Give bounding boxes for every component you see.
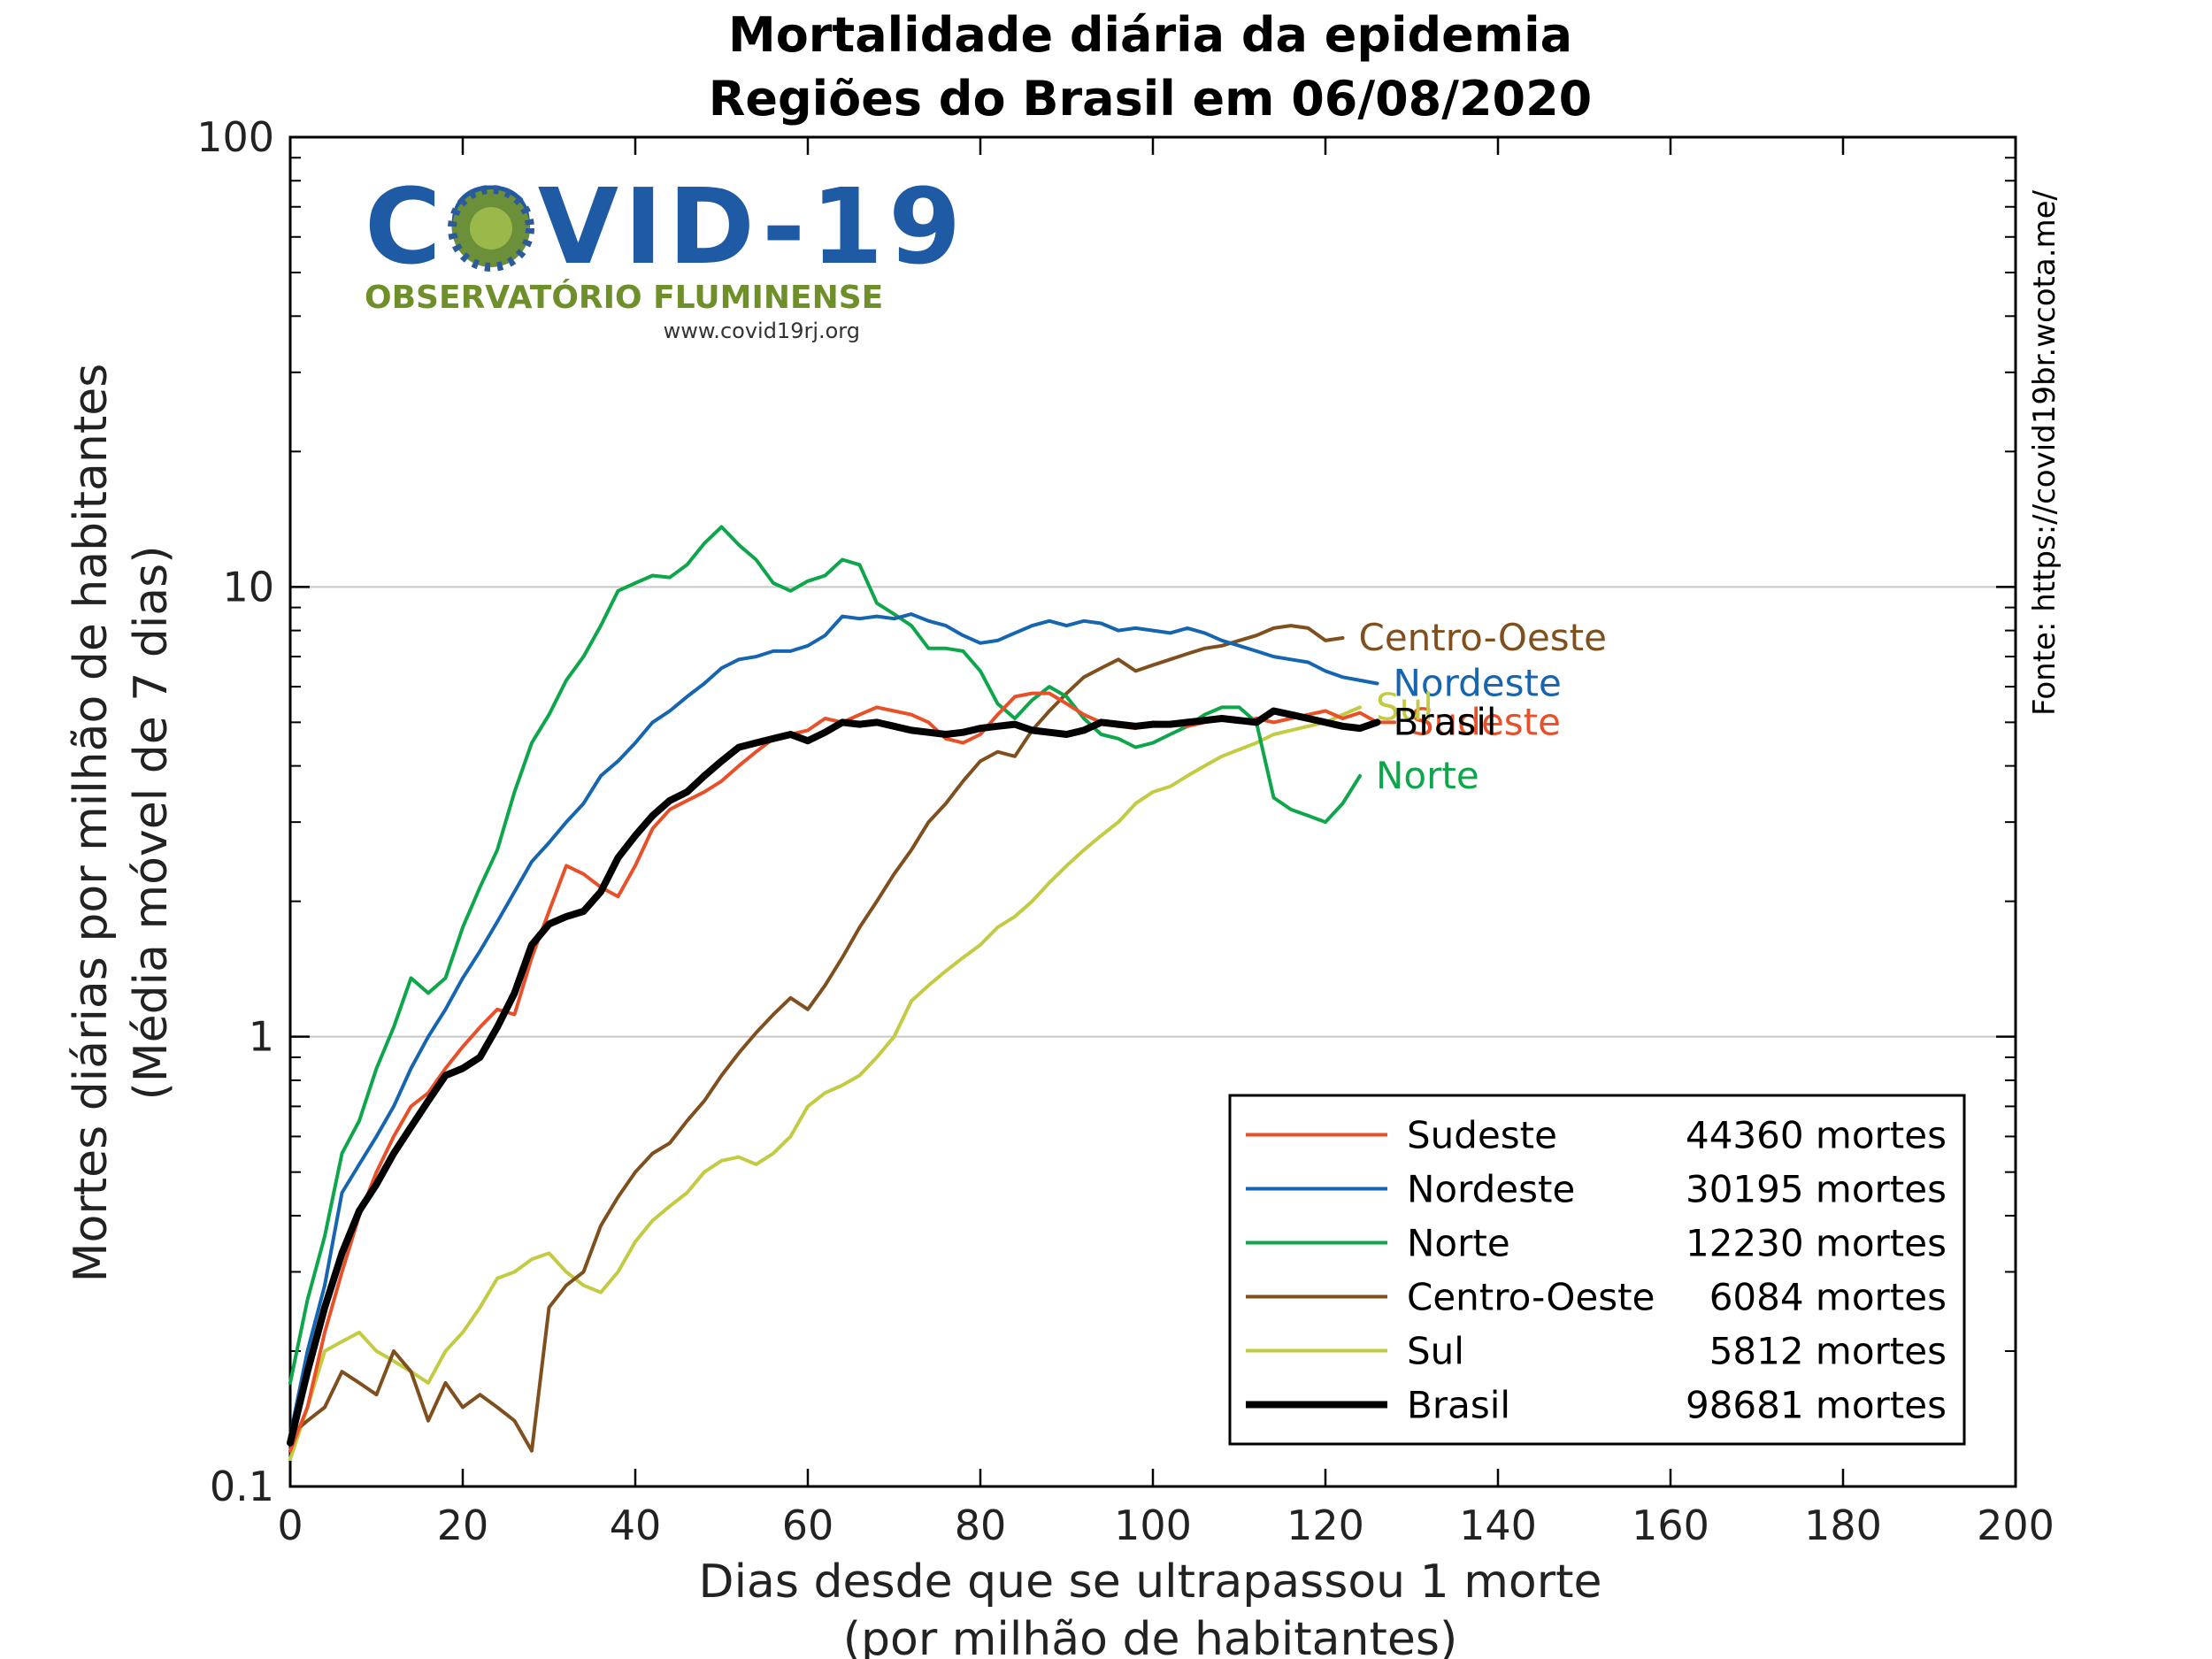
legend-label-nordeste: Nordeste	[1407, 1168, 1575, 1211]
legend-label-sudeste: Sudeste	[1407, 1114, 1557, 1157]
x-tick-label: 0	[277, 1502, 303, 1549]
x-tick-label: 40	[610, 1502, 662, 1549]
covid19-logo: COVID-19 OBSERVATÓRIO FLUMINENSE www.cov…	[365, 165, 961, 343]
end-label-brasil: Brasil	[1394, 700, 1497, 743]
y-tick-label: 100	[196, 113, 274, 161]
series-layer	[287, 525, 1396, 1462]
y-axis-title-line-2: (Média móvel de 7 dias)	[125, 545, 178, 1100]
y-tick-label: 1	[249, 1013, 274, 1061]
series-line-norte	[288, 525, 1362, 1385]
legend-box	[1228, 1094, 1966, 1446]
y-axis-title-line-1: Mortes diárias por milhão de habitantes	[65, 364, 118, 1283]
x-tick-label: 120	[1286, 1502, 1364, 1549]
legend-count-sul: 5812 mortes	[1709, 1330, 1947, 1373]
x-tick-label: 140	[1459, 1502, 1537, 1549]
x-tick-label: 200	[1977, 1502, 2055, 1549]
legend-count-norte: 12230 mortes	[1686, 1222, 1947, 1265]
series-line-sul	[288, 705, 1362, 1462]
legend-label-brasil: Brasil	[1407, 1384, 1510, 1427]
virus-icon	[448, 185, 534, 272]
series-line-centro-oeste	[288, 624, 1345, 1453]
end-label-sudeste: Sudeste	[1410, 700, 1561, 743]
chart-title-line-2: Regiões do Brasil em 06/08/2020	[709, 71, 1593, 127]
x-axis-title-line-1: Dias desde que se ultrapassou 1 morte	[699, 1555, 1602, 1609]
legend-count-centro-oeste: 6084 mortes	[1709, 1276, 1947, 1319]
x-tick-label: 80	[955, 1502, 1007, 1549]
legend-count-brasil: 98681 mortes	[1686, 1384, 1947, 1427]
legend-label-sul: Sul	[1407, 1330, 1464, 1373]
end-label-sul: Sul	[1376, 685, 1433, 728]
x-axis-title-line-2: (por milhão de habitantes)	[843, 1613, 1458, 1659]
end-label-nordeste: Nordeste	[1394, 661, 1562, 704]
y-tick-label: 0.1	[210, 1463, 274, 1510]
logo-subtitle: OBSERVATÓRIO FLUMINENSE	[365, 279, 883, 316]
logo-url: www.covid19rj.org	[664, 319, 860, 343]
legend: Sudeste 44360 mortes Nordeste 30195 mortes N…	[1228, 1094, 1966, 1446]
legend-count-nordeste: 30195 mortes	[1686, 1168, 1947, 1211]
x-tick-label: 60	[782, 1502, 834, 1549]
series-line-nordeste	[288, 612, 1379, 1438]
x-tick-label: 20	[437, 1502, 489, 1549]
y-tick-label: 10	[222, 563, 274, 611]
x-tick-label: 160	[1632, 1502, 1709, 1549]
source-note: Fonte: https://covid19br.wcota.me/	[2027, 189, 2062, 716]
x-tick-label: 100	[1114, 1502, 1192, 1549]
chart-title-line-1: Mortalidade diária da epidemia	[728, 7, 1572, 63]
plot-frame	[288, 135, 2017, 1488]
legend-label-centro-oeste: Centro-Oeste	[1407, 1276, 1655, 1319]
end-label-centro-oeste: Centro-Oeste	[1359, 616, 1608, 659]
x-tick-label: 180	[1804, 1502, 1882, 1549]
series-line-brasil	[287, 707, 1381, 1447]
legend-label-norte: Norte	[1407, 1222, 1510, 1265]
end-label-norte: Norte	[1376, 754, 1479, 797]
legend-count-sudeste: 44360 mortes	[1686, 1114, 1947, 1157]
